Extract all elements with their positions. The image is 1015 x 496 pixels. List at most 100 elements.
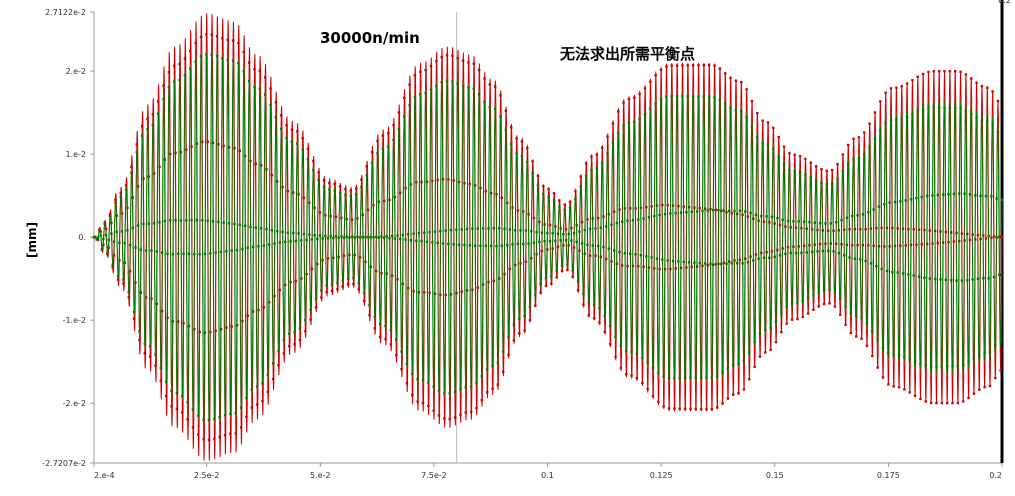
series-point: [604, 225, 608, 228]
series-point: [437, 389, 441, 392]
series-point: [408, 103, 411, 107]
series-point: [580, 242, 584, 245]
series-point: [845, 216, 849, 220]
series-point: [813, 221, 816, 224]
series-point: [453, 390, 457, 394]
series-point: [280, 114, 283, 117]
series-point: [440, 55, 443, 59]
series-point: [962, 363, 965, 366]
series-point: [976, 277, 980, 280]
series-point: [341, 285, 344, 288]
series-point: [354, 193, 358, 196]
series-point: [210, 33, 213, 36]
series-point: [519, 229, 522, 232]
series-point: [879, 128, 882, 132]
series-point: [432, 409, 435, 412]
series-point: [424, 68, 427, 72]
series-point: [662, 375, 665, 378]
series-point: [617, 110, 620, 113]
series-point: [515, 137, 518, 140]
series-point: [574, 197, 577, 200]
series-point: [860, 337, 863, 340]
series-point: [223, 414, 227, 417]
series-point: [691, 95, 695, 98]
series-point: [697, 64, 700, 67]
series-point: [919, 362, 922, 366]
series-point: [350, 235, 354, 238]
series-point: [449, 228, 453, 232]
series-point: [627, 121, 631, 124]
series-point: [794, 251, 798, 255]
balance-note-annotation: 无法求出所需平衡点: [560, 45, 696, 63]
series-point: [796, 301, 799, 305]
series-point: [816, 250, 819, 253]
series-point: [120, 230, 124, 233]
series-point: [919, 397, 922, 401]
series-point: [127, 291, 130, 294]
series-point: [863, 131, 866, 134]
series-point: [982, 277, 985, 280]
series-point: [552, 199, 556, 202]
series-point: [830, 168, 834, 172]
series-point: [381, 134, 385, 137]
series-point: [207, 418, 211, 422]
series-point: [687, 261, 691, 264]
series-point: [575, 240, 578, 244]
series-point: [543, 240, 546, 243]
series-point: [547, 195, 550, 198]
series-point: [756, 135, 759, 139]
series-point: [972, 357, 976, 360]
series-point: [290, 128, 294, 131]
series-point: [715, 374, 719, 378]
series-point: [611, 141, 615, 144]
series-point: [221, 56, 224, 60]
series-point: [698, 261, 701, 265]
series-point: [744, 210, 747, 213]
series-point: [749, 211, 752, 215]
series-point: [360, 178, 363, 181]
series-point: [249, 225, 252, 229]
series-point: [925, 194, 929, 198]
y-tick-label: -2.e-2: [63, 399, 86, 408]
series-point: [750, 100, 754, 103]
series-point: [558, 199, 561, 202]
series-point: [476, 227, 479, 230]
series-point: [293, 330, 296, 334]
series-point: [667, 407, 671, 410]
series-point: [378, 335, 382, 339]
y-tick-label: -2.7207e-2: [42, 459, 86, 468]
series-point: [599, 226, 603, 229]
series-point: [400, 350, 403, 353]
series-point: [588, 227, 592, 231]
series-point: [814, 179, 818, 182]
series-point: [166, 252, 169, 255]
series-point: [784, 252, 787, 255]
series-point: [633, 96, 636, 99]
series-point: [681, 64, 684, 67]
series-point: [539, 282, 542, 286]
series-point: [956, 401, 960, 405]
series-point: [584, 174, 588, 177]
series-point: [617, 131, 620, 134]
series-point: [459, 413, 462, 416]
series-point: [397, 127, 401, 131]
series-point: [126, 229, 129, 232]
series-point: [130, 165, 133, 169]
series-point: [990, 195, 993, 198]
series-point: [690, 210, 693, 213]
series-point: [810, 250, 814, 254]
series-point: [574, 190, 577, 193]
series-point: [600, 146, 604, 149]
series-point: [487, 227, 490, 230]
series-point: [848, 256, 851, 259]
series-point: [388, 236, 391, 240]
series-point: [515, 152, 518, 155]
series-point: [300, 239, 303, 242]
series-point: [725, 262, 728, 265]
series-point: [539, 291, 542, 294]
series-point: [304, 319, 307, 322]
series-point: [472, 62, 475, 65]
series-point: [131, 226, 134, 230]
series-point: [473, 244, 477, 247]
series-point: [654, 74, 657, 77]
